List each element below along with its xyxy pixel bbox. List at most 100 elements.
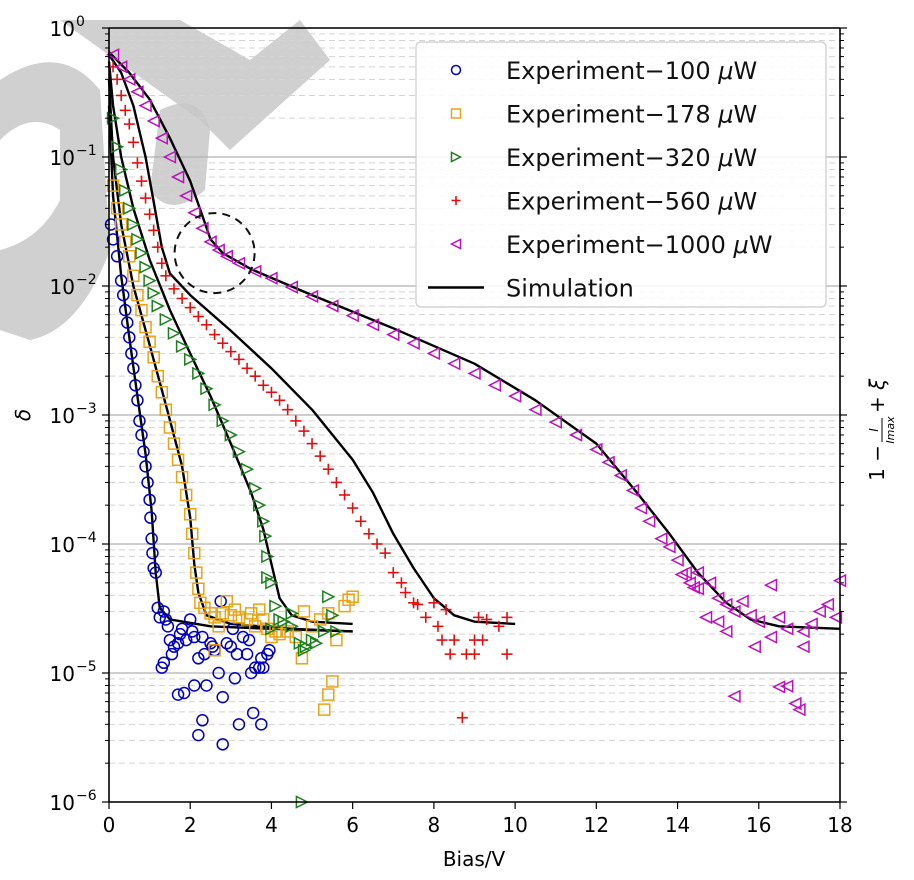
y-axis-label: δ — [11, 409, 35, 421]
marker-circle — [167, 640, 181, 653]
marker-plus — [127, 136, 139, 148]
x-tick-label: 8 — [428, 813, 441, 837]
marker-plus — [456, 712, 468, 724]
marker-circle — [135, 428, 148, 442]
marker-plus — [233, 353, 245, 365]
marker-square — [317, 703, 331, 716]
marker-triangle-left — [365, 318, 380, 332]
marker-circle — [106, 233, 120, 246]
marker-square — [257, 613, 270, 626]
marker-triangle-left — [743, 608, 757, 623]
marker-triangle-right — [322, 590, 336, 604]
marker-triangle-left — [284, 280, 298, 294]
marker-plus — [241, 362, 253, 374]
axes — [102, 27, 847, 809]
marker-triangle-right — [317, 624, 332, 639]
marker-triangle-right — [265, 576, 279, 590]
marker-circle — [183, 613, 197, 626]
marker-square — [188, 546, 201, 560]
marker-triangle-left — [710, 614, 725, 629]
marker-circle — [188, 679, 201, 692]
legend-label: Experiment−560 μW — [506, 188, 757, 216]
y-tick-label: 10 — [50, 146, 75, 170]
series-square — [106, 179, 359, 716]
marker-triangle-left — [449, 238, 462, 250]
marker-triangle-left — [601, 455, 615, 469]
marker-triangle-left — [812, 604, 826, 619]
marker-square — [127, 269, 140, 283]
y-tick-exponent: −2 — [76, 272, 97, 288]
marker-plus — [209, 329, 221, 341]
marker-plus — [184, 302, 196, 314]
marker-plus — [501, 611, 513, 623]
marker-triangle-left — [727, 689, 741, 703]
marker-plus — [420, 611, 432, 623]
marker-plus — [379, 547, 391, 559]
marker-square — [322, 688, 335, 701]
marker-circle — [131, 394, 144, 407]
marker-triangle-left — [187, 205, 201, 220]
marker-triangle-left — [804, 617, 818, 631]
marker-triangle-right — [167, 326, 182, 340]
marker-square — [135, 303, 148, 317]
watermark-shape — [0, 62, 110, 340]
marker-triangle-left — [690, 565, 705, 580]
marker-triangle-left — [641, 514, 656, 528]
legend-item: Experiment−100 μW — [450, 57, 757, 85]
marker-triangle-right — [297, 643, 312, 657]
marker-triangle-right — [159, 312, 174, 327]
marker-circle — [224, 640, 238, 653]
marker-triangle-left — [828, 610, 843, 625]
legend-label: Experiment−320 μW — [506, 144, 757, 172]
marker-triangle-left — [105, 48, 120, 62]
experiment-markers — [104, 48, 847, 809]
y-tick-label: 10 — [50, 662, 75, 686]
marker-triangle-right — [285, 619, 299, 634]
marker-plus — [477, 634, 489, 646]
y-tick-label: 10 — [50, 17, 75, 41]
x-tick-label: 12 — [584, 813, 609, 837]
x-tick-label: 4 — [265, 813, 278, 837]
y-tick-label: 10 — [50, 275, 75, 299]
marker-square — [192, 582, 205, 595]
marker-triangle-left — [568, 428, 583, 442]
marker-circle — [236, 630, 250, 644]
marker-circle — [125, 347, 138, 360]
marker-triangle-left — [487, 378, 502, 392]
legend-item: Experiment−560 μW — [451, 188, 757, 216]
marker-triangle-left — [751, 614, 766, 629]
marker-triangle-left — [231, 256, 246, 270]
marker-triangle-left — [763, 630, 778, 644]
marker-circle — [110, 250, 124, 263]
annotation-dashed-circle — [173, 212, 256, 295]
marker-triangle-left — [662, 540, 676, 554]
marker-circle — [118, 303, 132, 317]
marker-triangle-left — [698, 610, 713, 625]
marker-plus — [123, 118, 135, 130]
marker-triangle-right — [257, 514, 271, 528]
legend-label: Experiment−100 μW — [506, 57, 757, 85]
right-label-plus-xi: + ξ — [865, 378, 889, 413]
marker-plus — [436, 634, 448, 646]
marker-plus — [160, 270, 172, 282]
marker-triangle-left — [678, 565, 692, 580]
marker-triangle-right — [309, 636, 324, 650]
marker-triangle-left — [114, 60, 128, 74]
x-tick-label: 6 — [346, 813, 359, 837]
marker-triangle-left — [386, 327, 400, 342]
marker-triangle-right — [200, 381, 214, 396]
marker-triangle-left — [702, 576, 717, 590]
marker-triangle-right — [183, 352, 198, 367]
marker-square — [326, 675, 339, 688]
y-tick-exponent: −4 — [76, 530, 97, 546]
marker-plus — [131, 157, 143, 169]
marker-circle — [159, 613, 173, 626]
annotation-circle — [173, 212, 256, 295]
marker-triangle-left — [178, 189, 193, 203]
marker-triangle-right — [261, 549, 275, 564]
marker-square — [159, 403, 173, 416]
marker-plus — [347, 502, 359, 514]
marker-square — [269, 625, 282, 638]
